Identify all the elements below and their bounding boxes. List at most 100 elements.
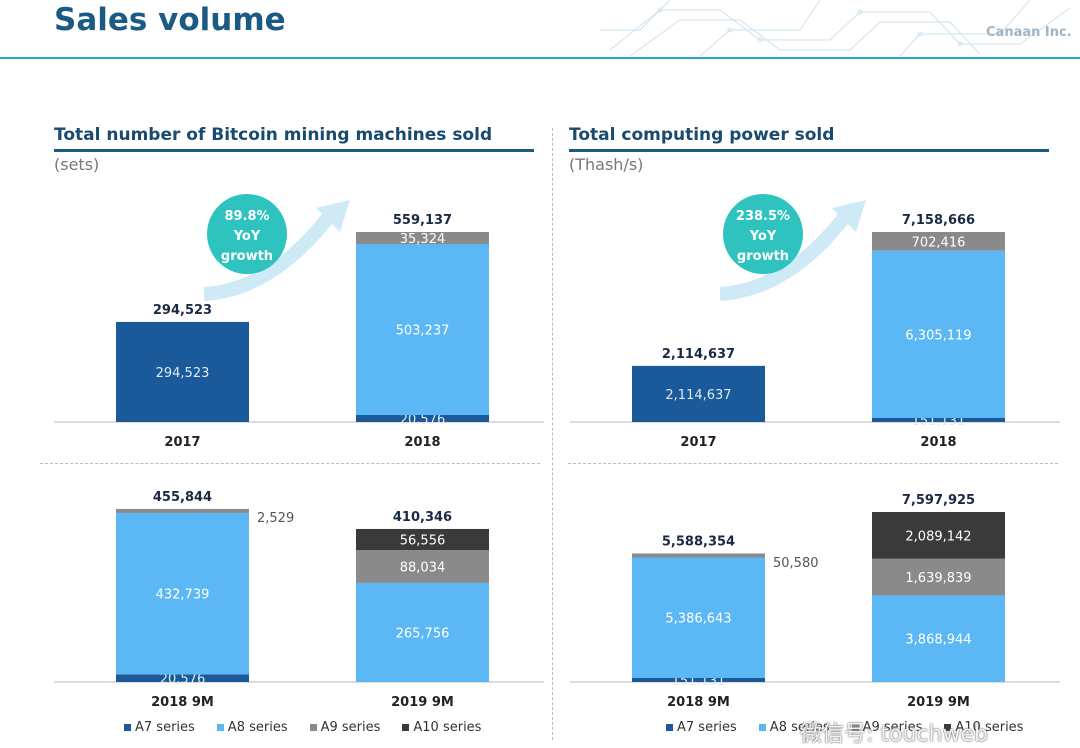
- total-label: 7,597,925: [902, 493, 975, 508]
- growth-badge-growth: growth: [221, 249, 273, 264]
- left-panel-title: Total number of Bitcoin mining machines …: [54, 125, 493, 145]
- growth-badge: [207, 194, 287, 274]
- watermark: 微信号: touchweb: [800, 722, 988, 747]
- segment-label: 20,576: [160, 672, 206, 687]
- callout-label: 2,529: [257, 511, 294, 526]
- bar-segment: [116, 508, 249, 513]
- growth-arrow-icon: [203, 205, 340, 301]
- bar-segment: [872, 250, 1005, 418]
- segment-label: 2,089,142: [905, 529, 971, 544]
- left-horizontal-divider: [40, 463, 540, 464]
- bar-segment: [356, 550, 489, 583]
- right-panel-unit: (Thash/s): [569, 155, 644, 174]
- legend-swatch: [944, 724, 952, 731]
- legend-label: A8 series: [227, 720, 288, 735]
- bar-segment: [356, 528, 489, 551]
- bar-segment: [872, 595, 1005, 682]
- segment-label: 20,576: [400, 413, 446, 428]
- bar-segment: [356, 244, 489, 416]
- bar-segment: [872, 512, 1005, 559]
- total-label: 559,137: [393, 213, 452, 228]
- category-label: 2019 9M: [391, 695, 454, 710]
- chart-top-left: 294,523 294,523 2017 20,576 503,237 35,324 559…: [54, 194, 544, 450]
- legend-label: A7 series: [677, 720, 737, 735]
- legend-swatch: [402, 724, 410, 731]
- legend-right: A7 series A8 series A9 series A10 series: [666, 720, 1023, 735]
- bar-segment: [116, 512, 249, 675]
- right-panel-title: Total computing power sold: [569, 125, 835, 145]
- total-label: 294,523: [153, 303, 212, 318]
- legend-swatch: [758, 724, 766, 731]
- legend-label: A7 series: [135, 720, 195, 735]
- total-label: 410,346: [393, 510, 452, 525]
- bar-segment: [356, 232, 489, 245]
- legend-label: A10 series: [413, 720, 482, 735]
- vertical-divider: [552, 128, 553, 740]
- legend-swatch: [124, 724, 131, 731]
- segment-label: 265,756: [396, 626, 450, 641]
- segment-label: 1,639,839: [905, 571, 971, 586]
- total-label: 2,114,637: [662, 347, 735, 362]
- growth-badge: [723, 194, 803, 274]
- right-panel-rule: [569, 149, 1049, 152]
- segment-label: 3,868,944: [905, 633, 971, 648]
- legend-label: A9 series: [862, 720, 923, 735]
- growth-badge-yoy: YoY: [233, 229, 261, 244]
- segment-label: 2,114,637: [665, 388, 731, 403]
- legend-left: A7 series A8 series A9 series A10 series: [124, 720, 481, 735]
- bar-segment: [632, 365, 765, 422]
- growth-badge-growth: growth: [737, 249, 789, 264]
- growth-badge-percent: 89.8%: [224, 209, 269, 224]
- category-label: 2018 9M: [667, 695, 730, 710]
- legend-item: A8 series: [758, 720, 830, 735]
- legend-item: A9 series: [309, 720, 381, 735]
- growth-arrowhead-icon: [316, 200, 350, 232]
- segment-label: 503,237: [396, 324, 450, 339]
- segment-label: 702,416: [912, 235, 966, 250]
- bar-segment: [356, 582, 489, 682]
- category-label: 2018 9M: [151, 695, 214, 710]
- legend-swatch: [309, 724, 317, 731]
- category-label: 2018: [920, 435, 956, 450]
- header: Sales volume Canaan Inc.: [0, 0, 1080, 62]
- page-title: Sales volume: [54, 2, 286, 38]
- circuit-pattern-icon: [600, 0, 1071, 56]
- chart-bottom-left: 20,576 432,739 455,844 2018 9M 265,756 88,034…: [54, 490, 544, 710]
- growth-arrow-icon: [719, 205, 856, 301]
- total-label: 7,158,666: [902, 213, 975, 228]
- bar-segment: [872, 417, 1005, 422]
- category-label: 2018: [404, 435, 440, 450]
- growth-arrowhead-icon: [832, 200, 866, 232]
- legend-item: A8 series: [216, 720, 288, 735]
- bar-segment: [116, 321, 249, 422]
- legend-item: A10 series: [944, 720, 1023, 735]
- legend-item: A9 series: [851, 720, 923, 735]
- chart-top-right: 2,114,6372,114,6372017151,1316,305,11970…: [570, 194, 1060, 450]
- brand-logo: Canaan Inc.: [986, 25, 1072, 40]
- total-label: 5,588,354: [662, 534, 735, 549]
- growth-badge-yoy: YoY: [749, 229, 777, 244]
- legend-item: A7 series: [124, 720, 195, 735]
- growth-badge-percent: 238.5%: [736, 209, 790, 224]
- legend-swatch: [666, 724, 673, 731]
- segment-label: 6,305,119: [905, 328, 971, 343]
- total-label: 455,844: [153, 490, 212, 505]
- bar-segment: [356, 415, 489, 422]
- bar-segment: [116, 674, 249, 682]
- segment-label: 35,324: [400, 232, 446, 247]
- legend-label: A10 series: [955, 720, 1024, 735]
- segment-label: 88,034: [400, 560, 446, 575]
- legend-item: A10 series: [402, 720, 481, 735]
- callout-label: 50,580: [773, 556, 819, 571]
- legend-label: A9 series: [320, 720, 381, 735]
- category-label: 2017: [680, 435, 716, 450]
- segment-label: 56,556: [400, 534, 446, 549]
- bar-segment: [872, 232, 1005, 251]
- bar-segment: [632, 553, 765, 558]
- left-panel-rule: [54, 149, 534, 152]
- bar-segment: [632, 557, 765, 678]
- left-panel-unit: (sets): [54, 155, 100, 174]
- header-rule: [0, 57, 1080, 59]
- segment-label: 294,523: [156, 366, 210, 381]
